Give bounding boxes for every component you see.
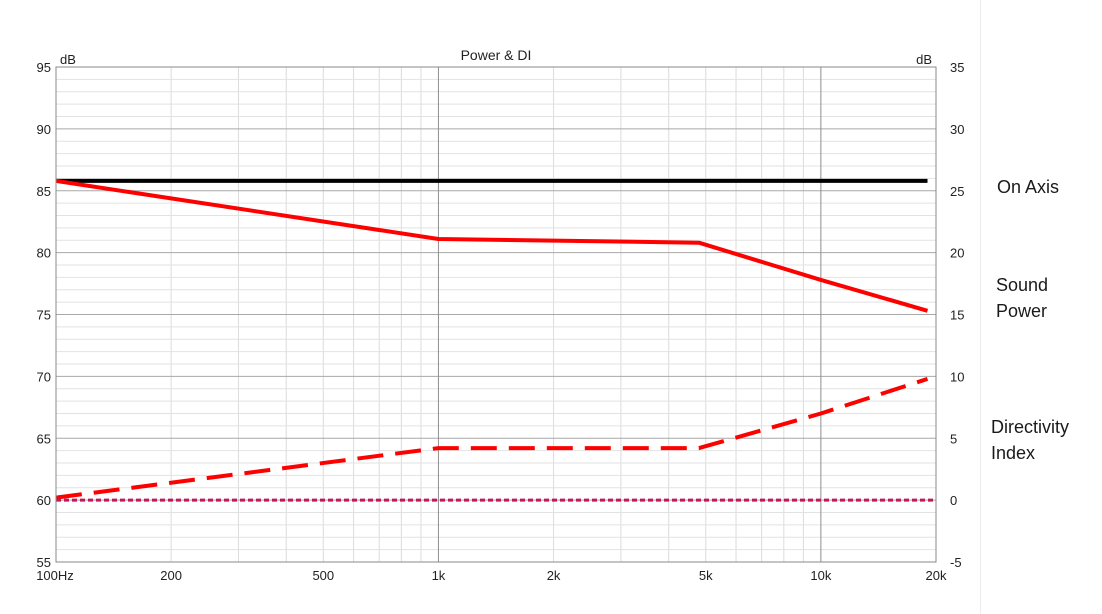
series-line-2	[55, 376, 929, 500]
left-tick-label: 80	[37, 246, 51, 261]
left-tick-label: 85	[37, 184, 51, 199]
x-tick-label: 20k	[926, 568, 947, 583]
left-axis-unit: dB	[60, 52, 76, 67]
left-tick-label: 90	[37, 122, 51, 137]
plot-frame	[55, 66, 937, 563]
x-tick-label: 500	[312, 568, 334, 583]
x-tick-label: 5k	[699, 568, 713, 583]
right-tick-label: 10	[950, 369, 964, 384]
right-tick-label: -5	[950, 555, 962, 570]
tick-labels: 95 90 85 80 75 70 65 60 55 35 30 25 20 15 10 5 0 -5 100Hz 2…	[36, 60, 964, 583]
right-tick-label: 35	[950, 60, 964, 75]
left-tick-label: 65	[37, 431, 51, 446]
right-tick-label: 5	[950, 431, 957, 446]
left-tick-label: 60	[37, 493, 51, 508]
left-tick-label: 75	[37, 308, 51, 323]
right-tick-label: 25	[950, 184, 964, 199]
legend-on-axis: On Axis	[997, 177, 1060, 197]
left-tick-label: 55	[37, 555, 51, 570]
legend-sound-power: Sound Power	[996, 275, 1049, 321]
series-group	[55, 178, 936, 502]
chart-title: Power & DI	[461, 47, 532, 63]
x-tick-label: 10k	[810, 568, 831, 583]
x-tick-label: 2k	[547, 568, 561, 583]
power-di-chart: 95 90 85 80 75 70 65 60 55 35 30 25 20 15 10 5 0 -5 100Hz 2…	[36, 47, 964, 583]
x-tick-label: 100Hz	[36, 568, 74, 583]
right-tick-label: 30	[950, 122, 964, 137]
right-tick-label: 15	[950, 308, 964, 323]
right-axis-unit: dB	[916, 52, 932, 67]
left-tick-label: 95	[37, 60, 51, 75]
legend-directivity-index: Directivity Index	[991, 417, 1070, 463]
right-tick-label: 0	[950, 493, 957, 508]
x-tick-label: 200	[160, 568, 182, 583]
series-line-1	[55, 178, 929, 313]
left-tick-label: 70	[37, 369, 51, 384]
legend-panel	[980, 0, 1102, 614]
right-tick-label: 20	[950, 246, 964, 261]
x-tick-label: 1k	[432, 568, 446, 583]
